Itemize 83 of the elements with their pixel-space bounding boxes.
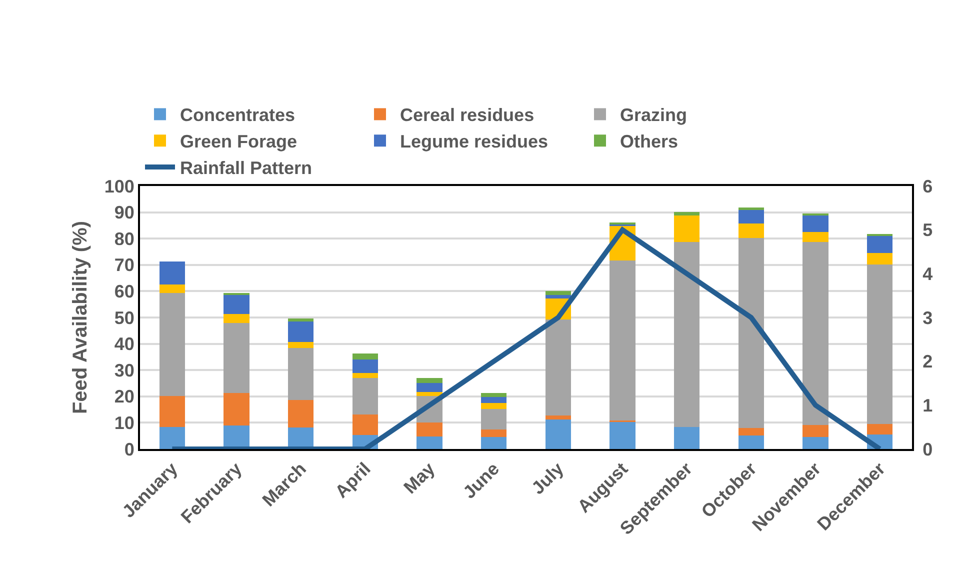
y2-tick-label: 5 [922, 220, 933, 240]
bar [610, 422, 636, 449]
bar [480, 430, 507, 437]
bar [480, 409, 507, 430]
legend-label: Others [620, 132, 678, 152]
bar [738, 210, 764, 224]
bar [159, 284, 186, 293]
bar [288, 318, 314, 322]
bar [738, 428, 764, 436]
y2-tick-label: 1 [922, 395, 933, 416]
y2-tick-label: 0 [922, 439, 933, 460]
x-tick-label: May [400, 458, 439, 498]
legend-label: Concentrates [180, 105, 296, 126]
y-tick-label: 0 [124, 439, 134, 460]
bar [674, 426, 700, 449]
bar [545, 291, 572, 295]
legend-label: Rainfall Pattern [180, 158, 312, 178]
bar [738, 207, 764, 210]
bar [674, 216, 700, 242]
bar [352, 354, 378, 360]
bar [416, 378, 442, 383]
y-tick-label: 80 [114, 228, 134, 249]
bar [288, 322, 314, 342]
bar [480, 402, 507, 410]
bar [480, 396, 507, 403]
bar [738, 436, 764, 449]
bar [352, 372, 378, 378]
bar [159, 426, 186, 449]
y-tick-label: 20 [114, 386, 134, 407]
bar [802, 436, 828, 449]
bar [738, 223, 764, 238]
legend-label: Cereal residues [400, 105, 534, 126]
bar [866, 264, 893, 424]
bar [224, 322, 250, 393]
y2-tick-label: 2 [922, 352, 933, 372]
bar [352, 378, 378, 414]
legend-label: Legume residues [400, 132, 548, 152]
bar [352, 414, 378, 436]
bar [610, 260, 636, 420]
bar [802, 425, 828, 437]
bar [159, 396, 186, 427]
bar [802, 232, 828, 242]
bar [416, 436, 442, 449]
bar [224, 314, 250, 323]
bar [545, 320, 572, 416]
bar [674, 242, 700, 427]
bar [866, 236, 893, 253]
bar [159, 261, 186, 284]
y-tick-label: 10 [114, 413, 134, 433]
bar [224, 392, 250, 426]
bar [288, 342, 314, 348]
bar [802, 216, 828, 232]
legend-label: Green Forage [180, 132, 298, 152]
bar [288, 400, 314, 428]
bar [674, 212, 700, 216]
bar [866, 252, 893, 264]
bar [288, 348, 314, 400]
y-tick-label: 40 [114, 334, 134, 354]
y2-tick-label: 3 [922, 308, 933, 328]
bar [545, 420, 572, 449]
bar [480, 392, 507, 397]
bar [802, 242, 828, 426]
bar [480, 436, 507, 449]
y2-tick-label: 4 [922, 264, 933, 284]
y-tick-label: 70 [114, 255, 134, 276]
bar [416, 382, 442, 392]
bar [224, 294, 250, 314]
y-tick-label: 50 [114, 308, 134, 328]
bar [545, 416, 572, 420]
y-tick-label: 90 [114, 202, 134, 223]
bar [738, 238, 764, 428]
y-axis-title: Feed Availability (%) [69, 220, 92, 414]
y2-tick-label: 6 [922, 176, 933, 196]
bar [416, 422, 442, 436]
bar [159, 292, 186, 396]
y-tick-label: 100 [104, 176, 134, 196]
bar [545, 294, 572, 299]
y-tick-label: 30 [114, 360, 134, 380]
bar [416, 392, 442, 396]
bar [866, 424, 893, 434]
y-tick-label: 60 [114, 282, 134, 302]
legend-label: Grazing [620, 105, 688, 126]
bar [352, 359, 378, 373]
